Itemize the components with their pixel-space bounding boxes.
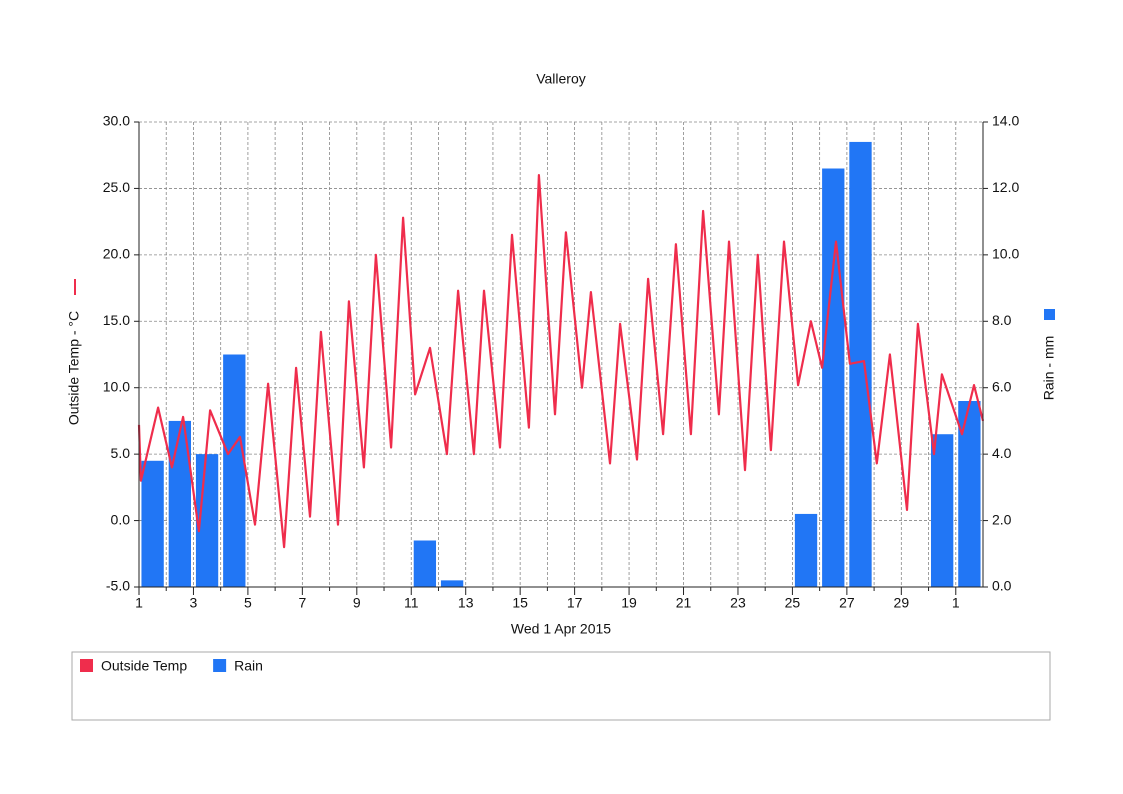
rain-bar [413,540,437,587]
y2-label-marker [1044,309,1055,320]
x-tick-label: 5 [244,595,252,611]
x-tick-label: 13 [458,595,474,611]
y-tick-label: 0.0 [111,511,131,527]
rain-bar [141,460,164,587]
y-tick-label: 25.0 [103,179,130,195]
y2-tick-label: 12.0 [992,179,1019,195]
rain-bar [794,513,818,587]
y2-tick-label: 8.0 [992,312,1012,328]
y2-tick-label: 2.0 [992,511,1012,527]
legend-box [71,651,1051,721]
legend-swatch [213,659,227,672]
y-axis-label: Outside Temp - °C [66,311,82,425]
x-tick-label: 11 [404,595,419,611]
y-tick-label: 20.0 [103,246,130,262]
y2-tick-label: 14.0 [992,113,1019,129]
rain-bar [195,454,219,587]
legend-label: Rain [234,658,263,674]
x-tick-label: 21 [676,595,692,611]
y2-tick-label: 0.0 [992,578,1012,594]
x-tick-label: 17 [567,595,583,611]
y2-tick-label: 6.0 [992,378,1012,394]
x-tick-label: 1 [135,595,143,611]
rain-bar [930,434,954,587]
rain-bar [440,580,464,587]
x-tick-label: 19 [621,595,637,611]
y-tick-label: 10.0 [103,378,130,394]
chart-title: Valleroy [536,71,586,87]
x-tick-label: 27 [839,595,855,611]
x-tick-label: 7 [298,595,306,611]
y-tick-label: 30.0 [103,113,130,129]
rain-bar [822,168,845,587]
y2-axis-label: Rain - mm [1041,336,1057,401]
rain-bar [958,401,981,587]
x-axis-label: Wed 1 Apr 2015 [511,621,611,637]
x-tick-label: 23 [730,595,746,611]
rain-bar [849,141,872,587]
rain-bar [168,420,192,587]
temp-line [137,174,985,549]
y2-tick-label: 4.0 [992,445,1012,461]
y-tick-label: 5.0 [111,445,131,461]
legend-swatch [80,659,93,672]
x-tick-label: 1 [952,595,960,611]
rain-bar [223,354,246,587]
x-tick-label: 15 [512,595,528,611]
y2-tick-label: 10.0 [992,246,1019,262]
x-tick-label: 25 [785,595,801,611]
legend-label: Outside Temp [101,658,187,674]
y-tick-label: -5.0 [106,578,130,594]
x-tick-label: 29 [894,595,910,611]
x-tick-label: 9 [353,595,361,611]
y-tick-label: 15.0 [103,312,130,328]
x-tick-label: 3 [190,595,198,611]
